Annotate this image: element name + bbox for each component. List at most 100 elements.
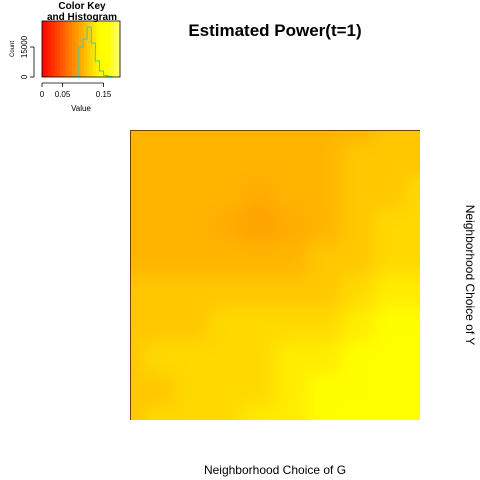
heatmap-cell — [130, 374, 144, 408]
heatmap-cell — [341, 341, 375, 375]
heatmap-cell — [374, 407, 408, 420]
color-key-swatch — [57, 21, 61, 77]
heatmap-cell — [341, 143, 375, 177]
heatmap-cell — [143, 308, 177, 342]
heatmap-cell — [275, 130, 309, 144]
key-histogram — [74, 26, 113, 78]
heatmap-cell — [242, 209, 276, 243]
color-key-swatch — [75, 21, 79, 77]
color-key-panel: 0 0.05 0.15 0 15000 Value Count — [10, 20, 121, 113]
heatmap — [130, 130, 420, 420]
heatmap-cell — [176, 143, 210, 177]
color-key-swatch — [78, 21, 82, 77]
heatmap-cell — [143, 374, 177, 408]
heatmap-cell — [209, 176, 243, 210]
heatmap-cell — [341, 374, 375, 408]
heatmap-cell — [308, 308, 342, 342]
heatmap-cell — [374, 308, 408, 342]
heatmap-cells — [130, 130, 420, 420]
heatmap-cell — [374, 209, 408, 243]
color-key-swatch — [66, 21, 70, 77]
heatmap-cell — [407, 209, 420, 243]
y-axis-label: Neighborhood Choice of Y — [463, 204, 477, 346]
heatmap-cell — [275, 407, 309, 420]
color-key-swatch — [42, 21, 46, 77]
heatmap-cell — [176, 242, 210, 276]
key-x-tick-label: 0.15 — [96, 90, 112, 99]
heatmap-cell — [275, 209, 309, 243]
color-key-swatch — [84, 21, 88, 77]
key-y-tick-label: 0 — [20, 74, 29, 79]
heatmap-cell — [242, 143, 276, 177]
key-y-tick-label: 15000 — [20, 35, 29, 58]
heatmap-cell — [407, 242, 420, 276]
heatmap-cell — [374, 275, 408, 309]
heatmap-cell — [143, 176, 177, 210]
heatmap-cell — [143, 242, 177, 276]
heatmap-cell — [407, 341, 420, 375]
key-x-axis: 0 0.05 0.15 — [40, 82, 112, 99]
heatmap-cell — [176, 209, 210, 243]
histogram-outline — [74, 26, 113, 78]
heatmap-cell — [308, 209, 342, 243]
heatmap-cell — [242, 341, 276, 375]
heatmap-cell — [275, 308, 309, 342]
heatmap-cell — [242, 275, 276, 309]
color-key-swatch — [102, 21, 106, 77]
heatmap-cell — [130, 143, 144, 177]
heatmap-cell — [374, 130, 408, 144]
heatmap-cell — [130, 209, 144, 243]
color-key-swatch — [69, 21, 73, 77]
heatmap-cell — [143, 407, 177, 420]
heatmap-cell — [130, 341, 144, 375]
color-key-swatch — [99, 21, 103, 77]
color-key-title-line1: Color Key — [58, 1, 106, 12]
color-key-swatch — [48, 21, 52, 77]
heatmap-cell — [209, 242, 243, 276]
color-key-swatch — [117, 21, 121, 77]
heatmap-cell — [407, 176, 420, 210]
heatmap-cell — [130, 130, 144, 144]
heatmap-cell — [308, 242, 342, 276]
color-key-swatch — [87, 21, 91, 77]
heatmap-cell — [275, 143, 309, 177]
heatmap-cell — [176, 407, 210, 420]
heatmap-cell — [275, 242, 309, 276]
heatmap-cell — [407, 407, 420, 420]
key-x-tick-label: 0 — [40, 90, 45, 99]
heatmap-cell — [341, 407, 375, 420]
color-key-swatch — [93, 21, 97, 77]
heatmap-cell — [308, 407, 342, 420]
heatmap-cell — [374, 374, 408, 408]
heatmap-cell — [176, 374, 210, 408]
key-x-tick-label: 0.05 — [55, 90, 71, 99]
color-key-swatch — [96, 21, 100, 77]
heatmap-cell — [130, 176, 144, 210]
heatmap-cell — [209, 275, 243, 309]
heatmap-cell — [242, 407, 276, 420]
heatmap-cell — [341, 130, 375, 144]
color-key-frame — [41, 20, 121, 78]
heatmap-cell — [209, 308, 243, 342]
key-y-label: Count — [10, 41, 16, 57]
heatmap-cell — [176, 275, 210, 309]
heatmap-cell — [130, 242, 144, 276]
heatmap-cell — [341, 209, 375, 243]
heatmap-cell — [143, 341, 177, 375]
heatmap-cell — [209, 209, 243, 243]
color-key-swatch — [111, 21, 115, 77]
color-key-title-line2: and Histogram — [46, 12, 117, 23]
color-key-swatch — [108, 21, 112, 77]
key-y-axis: 0 15000 — [20, 35, 35, 79]
key-x-label: Value — [71, 104, 91, 113]
heatmap-cell — [176, 176, 210, 210]
heatmap-cell — [407, 130, 420, 144]
heatmap-cell — [308, 130, 342, 144]
heatmap-cell — [242, 374, 276, 408]
heatmap-cell — [242, 308, 276, 342]
heatmap-cell — [275, 176, 309, 210]
heatmap-cell — [209, 130, 243, 144]
heatmap-cell — [341, 275, 375, 309]
color-key-title: Color Key and Histogram — [36, 1, 128, 23]
heatmap-cell — [209, 374, 243, 408]
